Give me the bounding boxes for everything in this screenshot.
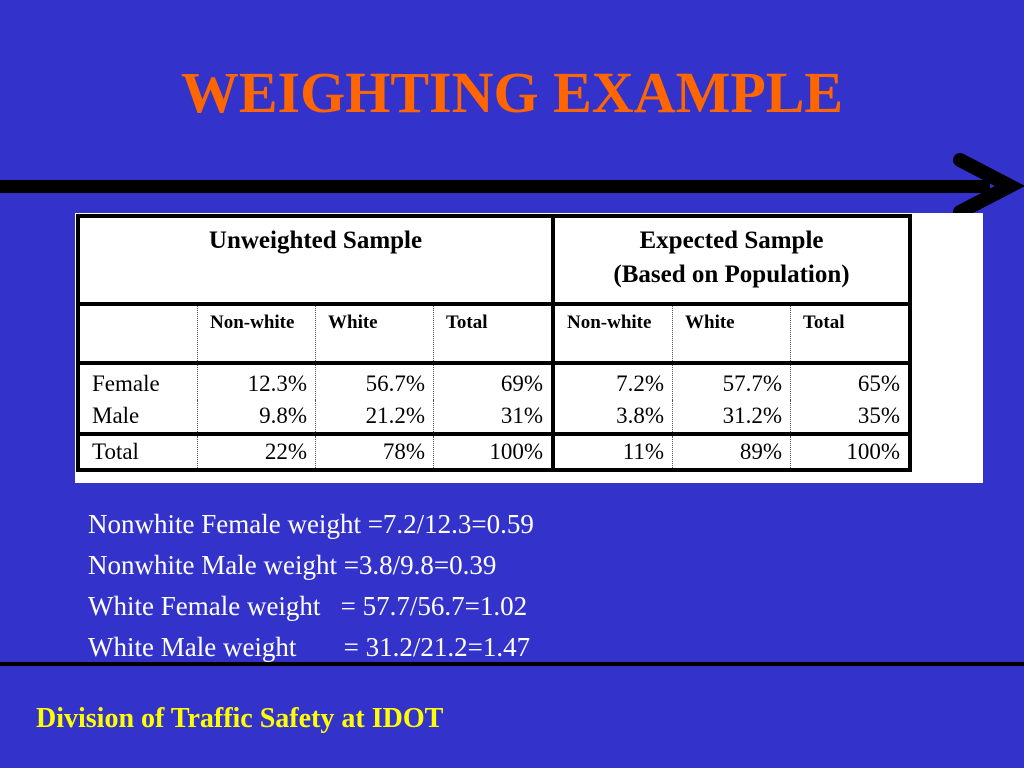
- table-cell: 69%: [500, 371, 543, 396]
- subheader-cell: White: [672, 304, 791, 365]
- subheader-blank: [76, 304, 198, 365]
- table-cell: 78%: [315, 434, 434, 472]
- table-cell: 57.7%: [672, 363, 791, 400]
- table-row: Total 22% 78% 100% 11% 89% 100%: [76, 434, 912, 472]
- table-row: Male 9.8% 21.2% 31% 3.8% 31.2% 35%: [76, 400, 912, 436]
- slide-title: WEIGHTING EXAMPLE: [180, 60, 844, 125]
- table-cell: 31%: [433, 400, 553, 436]
- table-cell: 65%: [790, 363, 912, 400]
- table-cell: 56.7%: [315, 363, 434, 400]
- footer-text: Division of Traffic Safety at IDOT: [36, 703, 444, 734]
- arrow-line: [0, 180, 990, 193]
- subheader-cell: Total: [433, 304, 553, 365]
- table-group-header-row: Unweighted Sample Expected Sample (Based…: [76, 214, 912, 306]
- table-cell: 22%: [197, 434, 316, 472]
- row-label: Total: [76, 434, 198, 472]
- table-cell: 35%: [790, 400, 912, 436]
- row-label: Female: [76, 363, 198, 400]
- weight-calculations: Nonwhite Female weight =7.2/12.3=0.59 No…: [88, 504, 534, 668]
- table-cell: 100%: [433, 434, 553, 472]
- weighting-table: Unweighted Sample Expected Sample (Based…: [76, 214, 912, 472]
- table-cell: 21.2%: [315, 400, 434, 436]
- table-cell: 100%: [790, 434, 912, 472]
- subheader-cell: White: [315, 304, 434, 365]
- group-header-expected: Expected Sample (Based on Population): [551, 214, 912, 306]
- weight-line: White Female weight = 57.7/56.7=1.02: [88, 591, 528, 621]
- row-label: Male: [76, 400, 198, 436]
- group-header-line: (Based on Population): [613, 261, 850, 288]
- table-cell: 9.8%: [197, 400, 316, 436]
- table-cell: 31.2%: [672, 400, 791, 436]
- table-row: Female 12.3% 56.7% 69% 7.2% 57.7% 65%: [76, 363, 912, 400]
- group-header-line: Expected Sample: [639, 227, 824, 254]
- table-cell: 3.8%: [551, 400, 673, 436]
- group-header-unweighted: Unweighted Sample: [76, 214, 553, 306]
- group-header-line: Unweighted Sample: [208, 227, 423, 254]
- subheader-cell: Non-white: [197, 304, 316, 365]
- weight-line: Nonwhite Male weight =3.8/9.8=0.39: [88, 550, 497, 580]
- subheader-cell: Total: [790, 304, 912, 365]
- table-cell: 12.3%: [197, 363, 316, 400]
- table-cell: 7.2%: [551, 363, 673, 400]
- table-subheader-row: Non-white White Total Non-white White To…: [76, 304, 912, 365]
- weight-line: Nonwhite Female weight =7.2/12.3=0.59: [88, 509, 534, 539]
- arrow-head-icon: [953, 153, 1024, 219]
- table-cell: 89%: [672, 434, 791, 472]
- table-cell: 11%: [551, 434, 673, 472]
- weight-line: White Male weight = 31.2/21.2=1.47: [88, 632, 531, 662]
- footer-divider: [0, 662, 1024, 666]
- subheader-cell: Non-white: [551, 304, 673, 365]
